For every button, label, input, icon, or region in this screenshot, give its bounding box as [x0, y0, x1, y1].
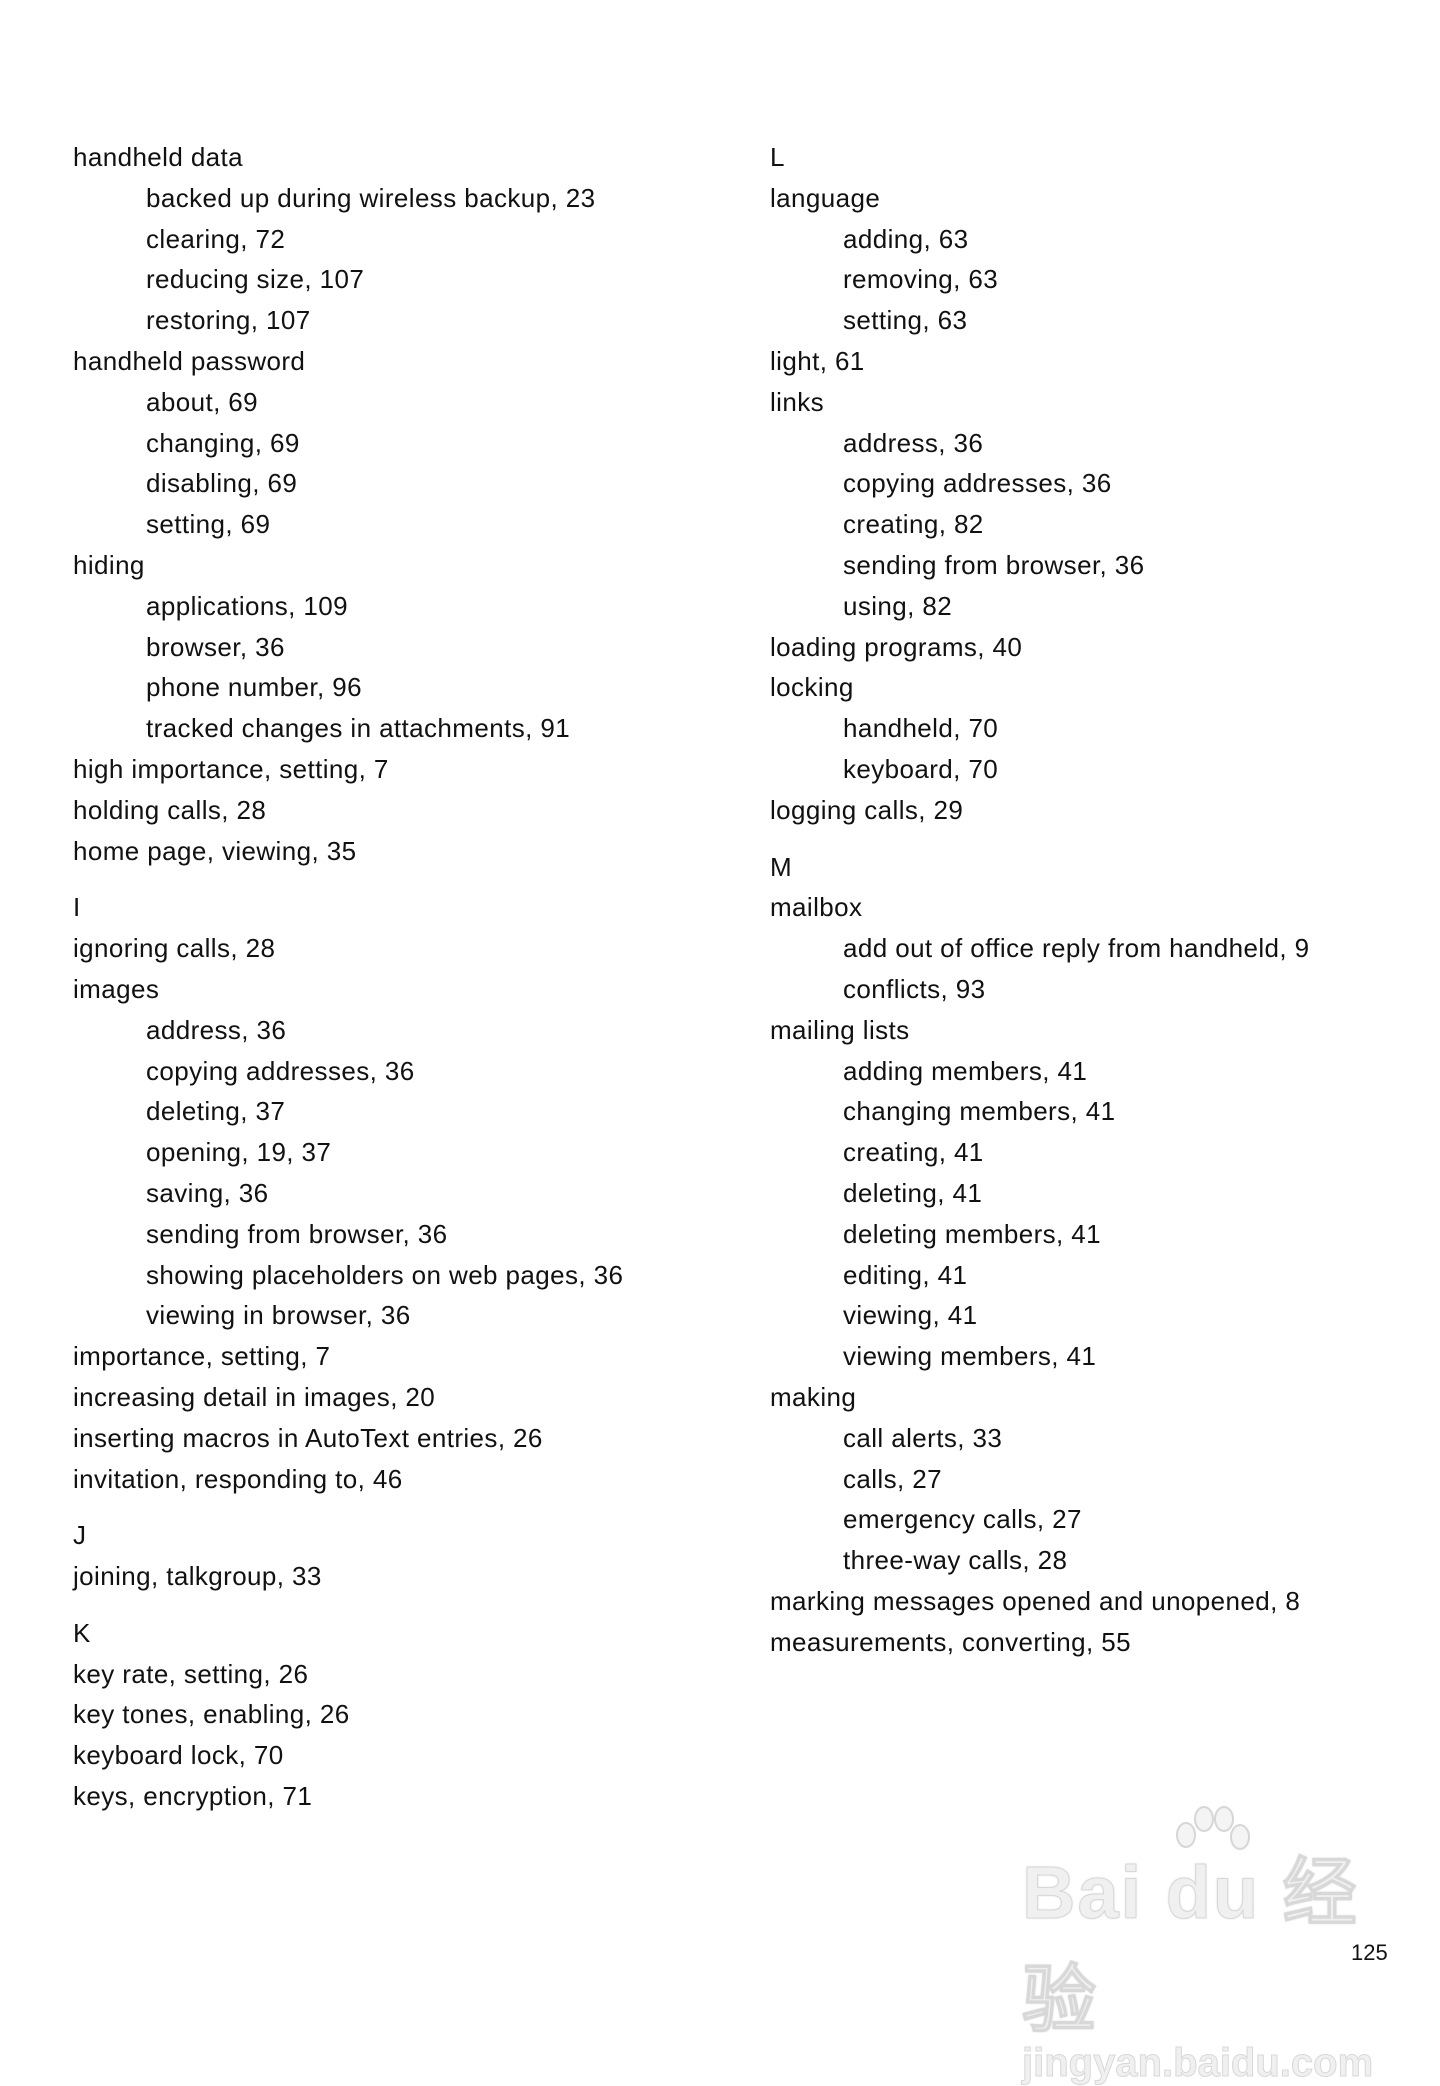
index-subentry: viewing members, 41: [843, 1341, 1097, 1372]
index-subentry: handheld, 70: [843, 713, 999, 744]
index-entry: images: [73, 973, 160, 1004]
index-entry: logging calls, 29: [770, 794, 964, 825]
index-entry: measurements, converting, 55: [770, 1626, 1131, 1657]
index-subentry: disabling, 69: [146, 468, 298, 499]
index-entry: keyboard lock, 70: [73, 1740, 284, 1771]
index-subentry: sending from browser, 36: [146, 1218, 448, 1249]
index-subentry: adding members, 41: [843, 1055, 1088, 1086]
index-letter-heading: J: [73, 1520, 87, 1551]
index-subentry: emergency calls, 27: [843, 1504, 1082, 1535]
index-subentry: setting, 63: [843, 305, 968, 336]
index-subentry: restoring, 107: [146, 305, 311, 336]
index-column-left: handheld data backed up during wireless b…: [73, 137, 713, 1817]
index-subentry: editing, 41: [843, 1259, 968, 1290]
index-entry: increasing detail in images, 20: [73, 1381, 436, 1412]
index-letter-heading: I: [73, 892, 81, 923]
index-subentry: tracked changes in attachments, 91: [146, 713, 571, 744]
page-number: 125: [1351, 1940, 1388, 1965]
index-entry: marking messages opened and unopened, 8: [770, 1585, 1301, 1616]
index-entry: key rate, setting, 26: [73, 1658, 309, 1689]
index-subentry: backed up during wireless backup, 23: [146, 182, 596, 213]
index-subentry: viewing in browser, 36: [146, 1300, 411, 1331]
index-subentry: copying addresses, 36: [843, 468, 1112, 499]
index-entry: making: [770, 1381, 857, 1412]
index-entry: inserting macros in AutoText entries, 26: [73, 1422, 543, 1453]
index-entry: links: [770, 386, 825, 417]
index-subentry: calls, 27: [843, 1463, 942, 1494]
index-subentry: keyboard, 70: [843, 753, 999, 784]
index-entry: mailbox: [770, 892, 863, 923]
index-subentry: sending from browser, 36: [843, 549, 1145, 580]
index-entry: handheld data: [73, 142, 244, 172]
index-subentry: saving, 36: [146, 1177, 269, 1208]
index-letter-heading: M: [770, 851, 793, 882]
index-subentry: creating, 41: [843, 1137, 984, 1168]
index-subentry: reducing size, 107: [146, 264, 365, 295]
index-entry: importance, setting, 7: [73, 1341, 331, 1372]
index-entry: joining, talkgroup, 33: [73, 1561, 322, 1592]
index-subentry: deleting, 37: [146, 1096, 286, 1127]
index-subentry: changing members, 41: [843, 1096, 1116, 1127]
index-subentry: applications, 109: [146, 590, 348, 621]
index-entry: high importance, setting, 7: [73, 753, 389, 784]
index-subentry: deleting, 41: [843, 1177, 983, 1208]
index-letter-heading: K: [73, 1617, 91, 1648]
index-subentry: address, 36: [843, 427, 984, 458]
index-entry: language: [770, 182, 881, 213]
index-entry: key tones, enabling, 26: [73, 1699, 350, 1730]
index-subentry: add out of office reply from handheld, 9: [843, 933, 1310, 964]
index-subentry: adding, 63: [843, 223, 969, 254]
baidu-watermark-logo: Bai du 经验 jingyan.baidu.com: [1022, 1805, 1382, 2086]
index-subentry: deleting members, 41: [843, 1218, 1102, 1249]
index-entry: hiding: [73, 549, 145, 580]
index-subentry: viewing, 41: [843, 1300, 978, 1331]
index-subentry: clearing, 72: [146, 223, 286, 254]
index-subentry: call alerts, 33: [843, 1422, 1003, 1453]
index-subentry: about, 69: [146, 386, 259, 417]
index-subentry: showing placeholders on web pages, 36: [146, 1259, 624, 1290]
index-subentry: copying addresses, 36: [146, 1055, 415, 1086]
index-entry: invitation, responding to, 46: [73, 1463, 403, 1494]
index-entry: home page, viewing, 35: [73, 835, 357, 866]
watermark-url: jingyan.baidu.com: [1022, 2041, 1374, 2086]
index-entry: locking: [770, 672, 854, 703]
index-entry: mailing lists: [770, 1014, 910, 1045]
index-entry: handheld password: [73, 345, 306, 376]
index-subentry: changing, 69: [146, 427, 300, 458]
paw-icon: [1176, 1806, 1250, 1850]
index-letter-heading: L: [770, 142, 785, 172]
index-subentry: using, 82: [843, 590, 953, 621]
index-entry: keys, encryption, 71: [73, 1781, 313, 1812]
index-subentry: address, 36: [146, 1014, 287, 1045]
index-subentry: setting, 69: [146, 509, 271, 540]
index-subentry: removing, 63: [843, 264, 999, 295]
index-subentry: three-way calls, 28: [843, 1545, 1068, 1576]
index-subentry: browser, 36: [146, 631, 285, 662]
index-entry: loading programs, 40: [770, 631, 1023, 662]
index-subentry: creating, 82: [843, 509, 984, 540]
index-entry: ignoring calls, 28: [73, 933, 276, 964]
watermark-logo-text: Bai du 经验: [1022, 1851, 1359, 2042]
index-entry: light, 61: [770, 345, 865, 376]
index-entry: holding calls, 28: [73, 794, 267, 825]
index-subentry: phone number, 96: [146, 672, 363, 703]
index-subentry: opening, 19, 37: [146, 1137, 332, 1168]
index-subentry: conflicts, 93: [843, 973, 986, 1004]
